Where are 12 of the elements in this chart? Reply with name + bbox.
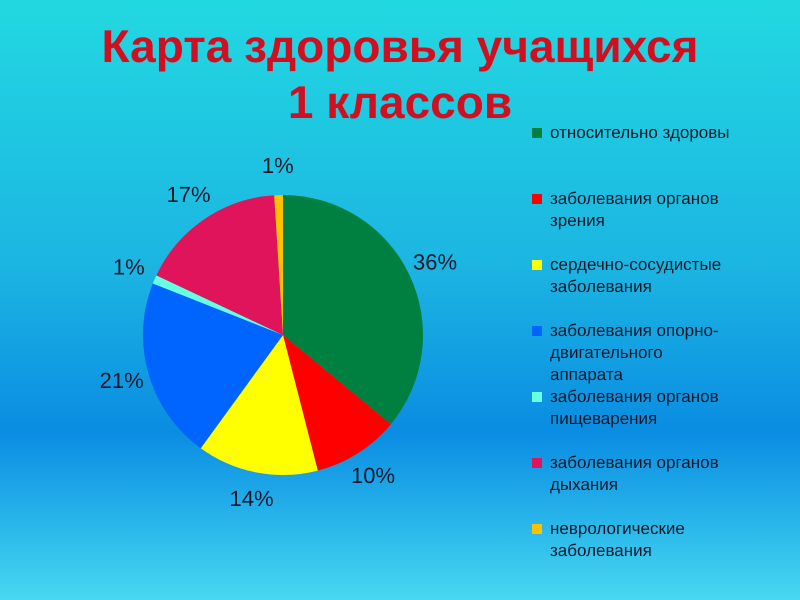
data-label: 36% bbox=[412, 250, 458, 275]
data-label: 21% bbox=[100, 368, 144, 393]
data-label: 17% bbox=[166, 182, 211, 208]
data-label: 10% bbox=[350, 462, 396, 488]
legend-label: заболевания органов дыхания bbox=[550, 452, 720, 496]
legend-label: заболевания органов зрения bbox=[550, 188, 720, 232]
data-label: 1% bbox=[112, 254, 145, 280]
legend-label: заболевания органов пищеварения bbox=[550, 386, 720, 430]
data-label: 14% bbox=[229, 486, 274, 512]
legend-label: сердечно-сосудистые заболевания bbox=[550, 254, 722, 298]
legend-label: неврологические заболевания bbox=[550, 518, 686, 562]
data-label: 1% bbox=[262, 153, 294, 178]
